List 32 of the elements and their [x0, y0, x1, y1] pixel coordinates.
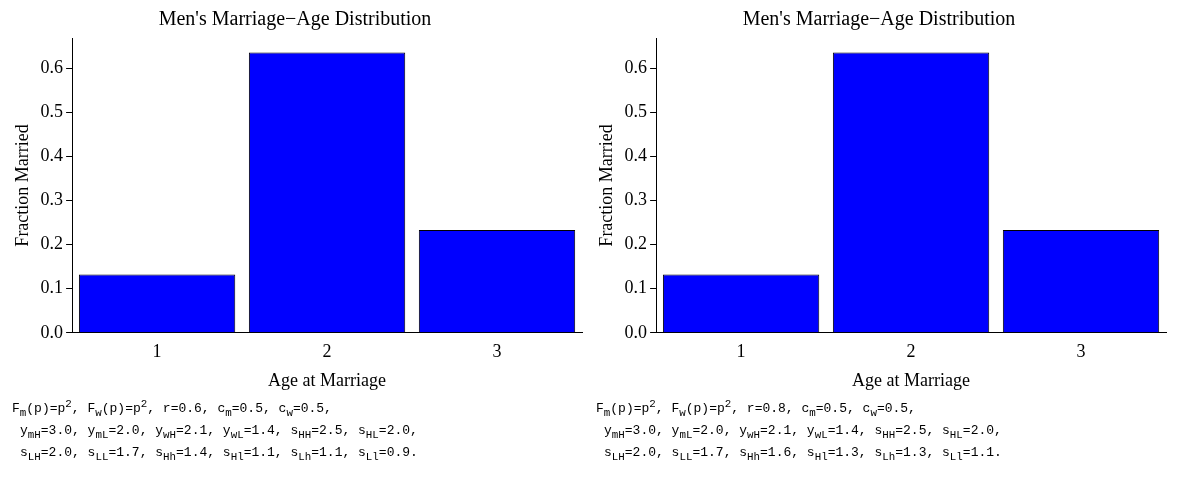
x-tick-label: 2 — [906, 341, 916, 362]
x-tick-label: 3 — [492, 341, 502, 362]
chart-title: Men's Marriage−Age Distribution — [158, 7, 432, 31]
y-tick-label: 0.0 — [624, 321, 648, 342]
chart-title: Men's Marriage−Age Distribution — [742, 7, 1016, 31]
y-axis-title: Fraction Married — [11, 124, 32, 247]
text: y$_{mH}$=3.0, y$_{mL}$=2.0, y$_{wH}$=2.1, y$_{wL}$=1.4, s$_{HH}$=2.5, s$_{HL}$=2.0, — [604, 422, 1002, 441]
y-tick-label: 0.0 — [40, 321, 64, 342]
y-tick-label: 0.4 — [624, 145, 648, 166]
y-tick-label: 0.2 — [40, 233, 64, 254]
y-tick-label: 0.5 — [624, 100, 648, 121]
text: s$_{LH}$=2.0, s$_{LL}$=1.7, s$_{Hh}$=1.4, s$_{Hl}$=1.1, s$_{Lh}$=1.1, s$_{Ll}$=0.9. — [20, 444, 418, 463]
y-tick-label: 0.1 — [40, 277, 64, 298]
y-tick-label: 0.1 — [624, 277, 648, 298]
y-tick-label: 0.2 — [624, 233, 648, 254]
y-tick-label: 0.3 — [40, 189, 64, 210]
text: F$_{m}$(p)=p$^{2}$, F$_{w}$(p)=p$^{2}$, r=0.8, c$_{m}$=0.5, c$_{w}$=0.5, — [596, 398, 916, 419]
y-tick-label: 0.4 — [40, 145, 64, 166]
y-tick-label: 0.6 — [40, 56, 64, 77]
x-tick-label: 3 — [1076, 341, 1086, 362]
x-tick-label: 1 — [152, 341, 162, 362]
x-axis-title: Age at Marriage — [852, 369, 971, 390]
text: y$_{mH}$=3.0, y$_{mL}$=2.0, y$_{wH}$=2.1, y$_{wL}$=1.4, s$_{HH}$=2.5, s$_{HL}$=2.0, — [20, 422, 418, 441]
x-tick-label: 1 — [736, 341, 746, 362]
y-tick-label: 0.6 — [624, 56, 648, 77]
x-axis-title: Age at Marriage — [268, 369, 387, 390]
x-tick-label: 2 — [322, 341, 332, 362]
text: F$_{m}$(p)=p$^{2}$, F$_{w}$(p)=p$^{2}$, r=0.6, c$_{m}$=0.5, c$_{w}$=0.5, — [12, 398, 332, 419]
text: s$_{LH}$=2.0, s$_{LL}$=1.7, s$_{Hh}$=1.6, s$_{Hl}$=1.3, s$_{Lh}$=1.3, s$_{Ll}$=1.1. — [604, 444, 1002, 463]
y-tick-label: 0.3 — [624, 189, 648, 210]
y-tick-label: 0.5 — [40, 100, 64, 121]
y-axis-title: Fraction Married — [595, 124, 616, 247]
